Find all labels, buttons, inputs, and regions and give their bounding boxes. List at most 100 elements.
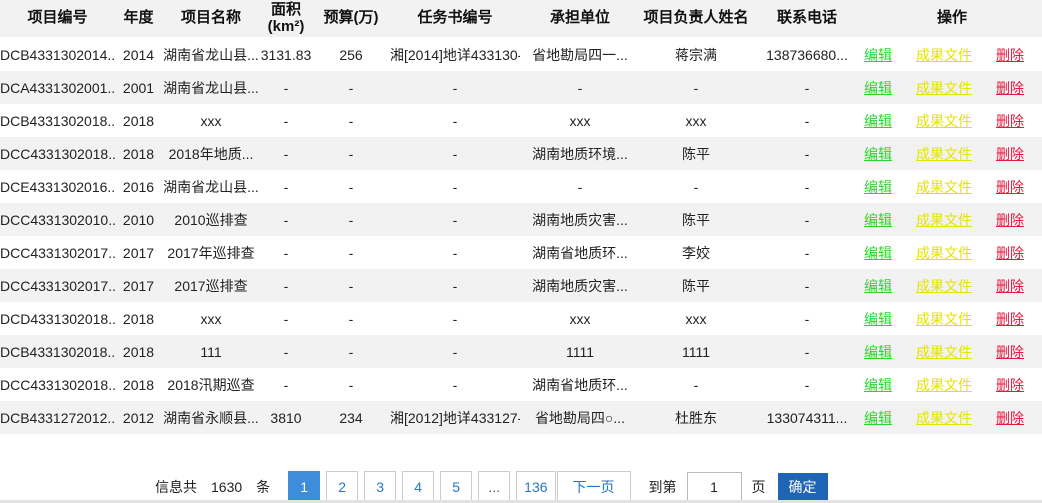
edit-link[interactable]: 编辑 bbox=[864, 277, 892, 294]
result-file-link[interactable]: 成果文件 bbox=[916, 277, 972, 294]
cell-area: - bbox=[283, 145, 289, 162]
result-file-link[interactable]: 成果文件 bbox=[916, 79, 972, 96]
col-header-actions: 操作 bbox=[862, 0, 1042, 39]
bottom-divider bbox=[0, 500, 1042, 503]
result-file-link[interactable]: 成果文件 bbox=[916, 47, 972, 63]
col-header-project-code: 项目编号 bbox=[0, 0, 115, 39]
cell-year: 2018 bbox=[122, 376, 155, 393]
cell-budget: 256 bbox=[339, 47, 363, 63]
cell-phone: - bbox=[804, 79, 810, 96]
page-button-5[interactable]: 5 bbox=[440, 471, 473, 502]
cell-task-number: - bbox=[452, 112, 458, 129]
cell-phone: - bbox=[804, 277, 810, 294]
cell-actions: 编辑 成果文件 删除 bbox=[862, 236, 1042, 269]
delete-link[interactable]: 删除 bbox=[996, 211, 1024, 228]
cell-year: 2016 bbox=[122, 178, 155, 195]
delete-link[interactable]: 删除 bbox=[996, 244, 1024, 261]
page-button-2[interactable]: 2 bbox=[326, 471, 359, 502]
table-row: DCB4331272012... 2012 湖南省永顺县... 3810 234… bbox=[0, 401, 1042, 434]
cell-budget: - bbox=[348, 277, 354, 294]
page-button-136[interactable]: 136 bbox=[516, 471, 556, 502]
edit-link[interactable]: 编辑 bbox=[864, 211, 892, 228]
result-file-link[interactable]: 成果文件 bbox=[916, 244, 972, 261]
delete-link[interactable]: 删除 bbox=[996, 178, 1024, 195]
result-file-link[interactable]: 成果文件 bbox=[916, 310, 972, 327]
delete-link[interactable]: 删除 bbox=[996, 145, 1024, 162]
cell-project-code: DCA4331302001... bbox=[0, 79, 115, 96]
confirm-button[interactable]: 确定 bbox=[777, 472, 828, 501]
cell-leader-name: 陈平 bbox=[682, 277, 710, 294]
cell-project-name: 湖南省龙山县... bbox=[163, 79, 259, 96]
cell-actions: 编辑 成果文件 删除 bbox=[862, 401, 1042, 434]
result-file-link[interactable]: 成果文件 bbox=[916, 145, 972, 162]
table-row: DCC4331302017... 2017 2017年巡排查 - - - 湖南省… bbox=[0, 236, 1042, 269]
cell-phone: 138736680... bbox=[766, 47, 848, 63]
cell-leader-name: xxx bbox=[685, 310, 707, 327]
cell-actions: 编辑 成果文件 删除 bbox=[862, 269, 1042, 302]
goto-page-input[interactable] bbox=[686, 472, 742, 501]
page-button-1[interactable]: 1 bbox=[288, 471, 321, 502]
result-file-link[interactable]: 成果文件 bbox=[916, 343, 972, 360]
next-page-button[interactable]: 下一页 bbox=[556, 471, 631, 502]
result-file-link[interactable]: 成果文件 bbox=[916, 112, 972, 129]
cell-project-name: 2017巡排查 bbox=[174, 277, 248, 294]
cell-leader-name: - bbox=[693, 178, 699, 195]
cell-area: - bbox=[283, 112, 289, 129]
delete-link[interactable]: 删除 bbox=[996, 376, 1024, 393]
edit-link[interactable]: 编辑 bbox=[864, 178, 892, 195]
cell-project-name: xxx bbox=[200, 112, 222, 129]
goto-page-prefix-label: 到第 bbox=[648, 478, 677, 495]
delete-link[interactable]: 删除 bbox=[996, 79, 1024, 96]
edit-link[interactable]: 编辑 bbox=[864, 112, 892, 129]
page-ellipsis[interactable]: ... bbox=[478, 471, 511, 502]
cell-leader-name: 杜胜东 bbox=[675, 409, 717, 426]
actions-group: 编辑 成果文件 删除 bbox=[862, 375, 1042, 395]
delete-link[interactable]: 删除 bbox=[996, 47, 1024, 63]
delete-link[interactable]: 删除 bbox=[996, 277, 1024, 294]
header-row: 项目编号 年度 项目名称 面积(km²) 预算(万) 任务书编号 承担单位 项目… bbox=[0, 0, 1042, 39]
result-file-link[interactable]: 成果文件 bbox=[916, 211, 972, 228]
actions-group: 编辑 成果文件 删除 bbox=[862, 276, 1042, 296]
cell-phone: - bbox=[804, 244, 810, 261]
cell-actions: 编辑 成果文件 删除 bbox=[862, 203, 1042, 236]
edit-link[interactable]: 编辑 bbox=[864, 310, 892, 327]
col-header-budget: 预算(万) bbox=[312, 0, 390, 39]
goto-page-suffix-label: 页 bbox=[751, 478, 766, 495]
edit-link[interactable]: 编辑 bbox=[864, 343, 892, 360]
cell-project-code: DCE4331302016... bbox=[0, 178, 115, 195]
cell-leader-name: 陈平 bbox=[682, 145, 710, 162]
cell-task-number: - bbox=[452, 343, 458, 360]
cell-leader-name: 1111 bbox=[681, 343, 711, 360]
cell-budget: - bbox=[348, 145, 354, 162]
edit-link[interactable]: 编辑 bbox=[864, 409, 892, 426]
table-row: DCC4331302010... 2010 2010巡排查 - - - 湖南地质… bbox=[0, 203, 1042, 236]
edit-link[interactable]: 编辑 bbox=[864, 244, 892, 261]
cell-budget: - bbox=[348, 343, 354, 360]
result-file-link[interactable]: 成果文件 bbox=[916, 178, 972, 195]
delete-link[interactable]: 删除 bbox=[996, 343, 1024, 360]
page-button-3[interactable]: 3 bbox=[364, 471, 397, 502]
actions-group: 编辑 成果文件 删除 bbox=[862, 177, 1042, 197]
page-button-4[interactable]: 4 bbox=[402, 471, 435, 502]
result-file-link[interactable]: 成果文件 bbox=[916, 376, 972, 393]
edit-link[interactable]: 编辑 bbox=[864, 145, 892, 162]
delete-link[interactable]: 删除 bbox=[996, 310, 1024, 327]
delete-link[interactable]: 删除 bbox=[996, 409, 1024, 426]
cell-project-code: DCB4331302018... bbox=[0, 112, 115, 129]
cell-project-code: DCC4331302010... bbox=[0, 211, 115, 228]
cell-area: - bbox=[283, 244, 289, 261]
cell-project-name: 111 bbox=[200, 343, 222, 360]
cell-project-code: DCC4331302017... bbox=[0, 277, 115, 294]
edit-link[interactable]: 编辑 bbox=[864, 47, 892, 63]
result-file-link[interactable]: 成果文件 bbox=[916, 409, 972, 426]
cell-area: 3810 bbox=[270, 409, 302, 426]
cell-unit: 湖南地质环境... bbox=[532, 145, 628, 162]
col-header-year: 年度 bbox=[115, 0, 162, 39]
cell-budget: - bbox=[348, 211, 354, 228]
cell-task-number: - bbox=[452, 178, 458, 195]
cell-project-name: xxx bbox=[200, 310, 222, 327]
delete-link[interactable]: 删除 bbox=[996, 112, 1024, 129]
edit-link[interactable]: 编辑 bbox=[864, 376, 892, 393]
edit-link[interactable]: 编辑 bbox=[864, 79, 892, 96]
